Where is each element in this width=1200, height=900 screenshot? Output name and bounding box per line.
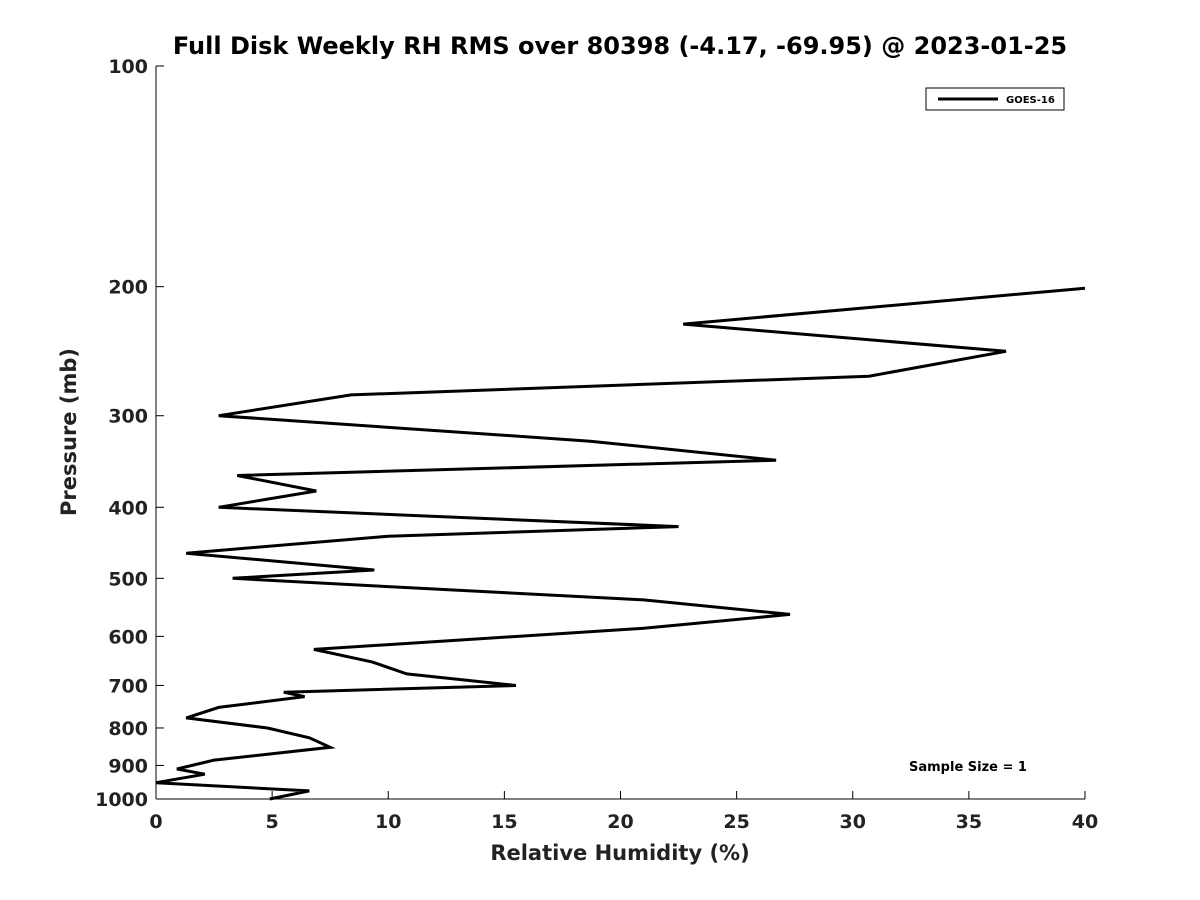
y-tick-label: 300 bbox=[108, 406, 148, 428]
data-point bbox=[186, 717, 187, 718]
legend-label-goes-16: GOES-16 bbox=[1006, 95, 1055, 106]
data-point bbox=[186, 553, 187, 554]
data-point bbox=[218, 707, 219, 708]
data-point bbox=[1006, 351, 1007, 352]
data-point bbox=[214, 760, 215, 761]
data-point bbox=[156, 782, 157, 783]
series-layer bbox=[155, 286, 1086, 801]
y-tick-label: 500 bbox=[108, 568, 148, 590]
data-point bbox=[374, 570, 375, 571]
x-tick-label: 10 bbox=[375, 811, 401, 833]
data-point bbox=[678, 526, 679, 527]
x-tick-label: 20 bbox=[607, 811, 633, 833]
y-tick-label: 700 bbox=[108, 675, 148, 697]
data-point bbox=[283, 692, 284, 693]
x-tick-label: 5 bbox=[266, 811, 279, 833]
data-point bbox=[351, 394, 352, 395]
y-tick-label: 600 bbox=[108, 626, 148, 648]
data-point bbox=[218, 415, 219, 416]
y-tick-label: 1000 bbox=[95, 789, 148, 811]
y-tick-label: 100 bbox=[108, 56, 148, 78]
data-point bbox=[406, 673, 407, 674]
data-point bbox=[590, 441, 591, 442]
series-line-goes-16 bbox=[155, 286, 1086, 801]
data-point bbox=[374, 585, 375, 586]
data-point bbox=[267, 728, 268, 729]
x-axis-label: Relative Humidity (%) bbox=[490, 841, 749, 865]
y-ticks: 100 200 300 400 500 600 700 800 900 1000 bbox=[95, 56, 164, 811]
x-tick-label: 40 bbox=[1072, 811, 1098, 833]
data-point bbox=[309, 737, 310, 738]
data-point bbox=[643, 599, 644, 600]
y-tick-label: 900 bbox=[108, 755, 148, 777]
x-tick-label: 30 bbox=[840, 811, 866, 833]
data-point bbox=[304, 696, 305, 697]
data-point bbox=[330, 747, 331, 748]
x-tick-label: 15 bbox=[491, 811, 517, 833]
data-point bbox=[388, 536, 389, 537]
sample-size-annotation: Sample Size = 1 bbox=[909, 760, 1027, 775]
x-tick-label: 35 bbox=[956, 811, 982, 833]
data-point bbox=[516, 685, 517, 686]
data-point bbox=[1085, 288, 1086, 289]
data-point bbox=[372, 661, 373, 662]
data-point bbox=[790, 614, 791, 615]
data-point bbox=[683, 324, 684, 325]
y-tick-label: 400 bbox=[108, 497, 148, 519]
data-point bbox=[316, 491, 317, 492]
x-tick-label: 25 bbox=[723, 811, 749, 833]
data-point bbox=[269, 799, 270, 800]
x-tick-label: 0 bbox=[149, 811, 162, 833]
data-point bbox=[869, 376, 870, 377]
legend: GOES-16 bbox=[925, 87, 1065, 111]
data-point bbox=[643, 628, 644, 629]
y-tick-label: 200 bbox=[108, 277, 148, 299]
data-point bbox=[232, 578, 233, 579]
data-point bbox=[204, 774, 205, 775]
data-point bbox=[176, 769, 177, 770]
y-axis-label: Pressure (mb) bbox=[57, 348, 81, 516]
data-point bbox=[237, 475, 238, 476]
data-point bbox=[313, 649, 314, 650]
x-ticks: 0 5 10 15 20 25 30 35 40 bbox=[149, 791, 1098, 833]
data-point bbox=[309, 790, 310, 791]
data-point bbox=[776, 460, 777, 461]
data-point bbox=[218, 507, 219, 508]
y-tick-label: 800 bbox=[108, 718, 148, 740]
chart-title: Full Disk Weekly RH RMS over 80398 (-4.1… bbox=[173, 32, 1067, 60]
